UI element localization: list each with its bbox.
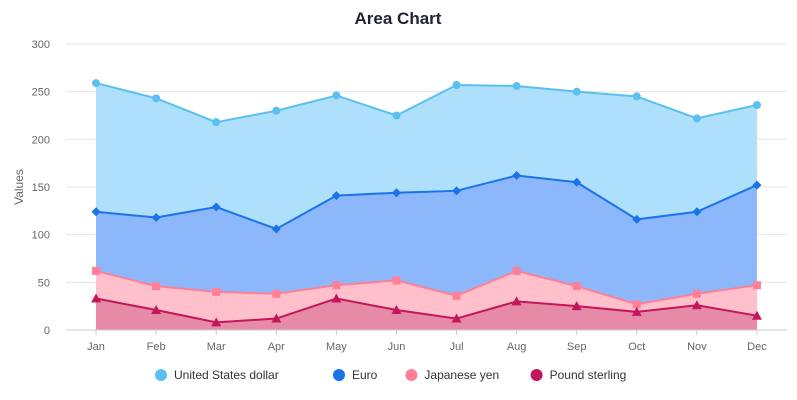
data-point [691, 300, 702, 310]
data-point [692, 207, 702, 217]
x-tick-label: Jul [450, 341, 464, 353]
data-point [152, 94, 161, 103]
legend-swatch [155, 369, 167, 381]
data-point [512, 81, 521, 90]
data-point [392, 111, 401, 120]
data-point [751, 310, 762, 320]
data-point [331, 293, 342, 303]
data-point [91, 293, 102, 303]
plot-markers [91, 79, 762, 327]
data-point [332, 91, 341, 100]
legend-label: Japanese yen [424, 368, 499, 382]
legend-label: United States dollar [174, 368, 279, 382]
x-tick-label: Dec [747, 341, 767, 353]
x-tick-label: Sep [567, 341, 587, 353]
data-point [211, 317, 222, 327]
data-point [212, 287, 221, 296]
x-tick-label: Aug [507, 341, 527, 353]
data-point [572, 87, 581, 96]
data-point [632, 300, 641, 309]
x-tick-label: Apr [268, 341, 285, 353]
y-tick-label: 50 [38, 277, 50, 289]
legend-item[interactable]: Pound sterling [530, 368, 627, 382]
data-point [392, 276, 401, 285]
series-line-0 [95, 82, 758, 124]
data-point [572, 282, 581, 291]
data-point [271, 224, 281, 234]
data-point [332, 281, 341, 290]
series-line-1 [95, 174, 758, 231]
data-point [271, 313, 282, 323]
legend: United States dollar Euro Japanese yen Poun… [155, 368, 626, 382]
y-tick-label: 200 [32, 134, 50, 146]
data-point [631, 306, 642, 316]
legend-item[interactable]: Japanese yen [405, 368, 499, 382]
y-tick-label: 150 [32, 182, 50, 194]
y-tick-label: 300 [32, 39, 50, 51]
plot-areas [96, 83, 757, 330]
y-tick-label: 0 [44, 325, 50, 337]
data-point [632, 92, 641, 101]
data-point [391, 304, 402, 314]
data-point [92, 79, 101, 88]
data-point [692, 289, 701, 298]
data-point [152, 282, 161, 291]
data-point [692, 114, 701, 123]
data-point [211, 202, 221, 212]
data-point [91, 207, 101, 217]
data-point [451, 313, 462, 323]
plot-lines [95, 82, 758, 324]
data-point [752, 281, 761, 290]
legend-label: Euro [352, 368, 378, 382]
y-tick-label: 100 [32, 230, 50, 242]
data-point [272, 289, 281, 298]
y-tick-label: 250 [32, 87, 50, 99]
data-point [391, 188, 401, 198]
x-tick-label: Oct [628, 341, 645, 353]
legend-item[interactable]: United States dollar [155, 368, 279, 382]
data-point [151, 213, 161, 223]
legend-swatch [405, 369, 418, 381]
data-point [331, 191, 341, 201]
legend-swatch [333, 369, 345, 381]
series-line-3 [95, 297, 758, 324]
data-point [752, 101, 761, 110]
axes: 0 50 100 150 200 250 300 Jan Feb Mar Apr May Jun Jul A… [32, 39, 787, 353]
x-tick-label: Feb [147, 341, 166, 353]
data-point [452, 80, 461, 89]
data-point [452, 186, 462, 196]
data-point [272, 106, 281, 115]
x-tick-label: Nov [687, 341, 707, 353]
data-point [92, 266, 101, 275]
data-point [452, 291, 461, 300]
legend-label: Pound sterling [550, 368, 627, 382]
x-tick-label: Jun [388, 341, 406, 353]
data-point [752, 180, 762, 190]
x-tick-label: Mar [207, 341, 226, 353]
data-point [632, 214, 642, 224]
x-tick-label: May [326, 341, 347, 353]
data-point [571, 301, 582, 311]
legend-item[interactable]: Euro [333, 368, 378, 382]
y-axis-label: Values [12, 169, 26, 205]
x-tick-label: Jan [87, 341, 105, 353]
chart-title: Area Chart [355, 9, 442, 28]
data-point [512, 266, 521, 275]
data-point [572, 177, 582, 187]
data-point [151, 304, 162, 314]
series-line-2 [95, 269, 758, 306]
data-point [212, 118, 221, 127]
data-point [512, 171, 522, 181]
legend-swatch [530, 369, 543, 381]
data-point [511, 296, 522, 306]
